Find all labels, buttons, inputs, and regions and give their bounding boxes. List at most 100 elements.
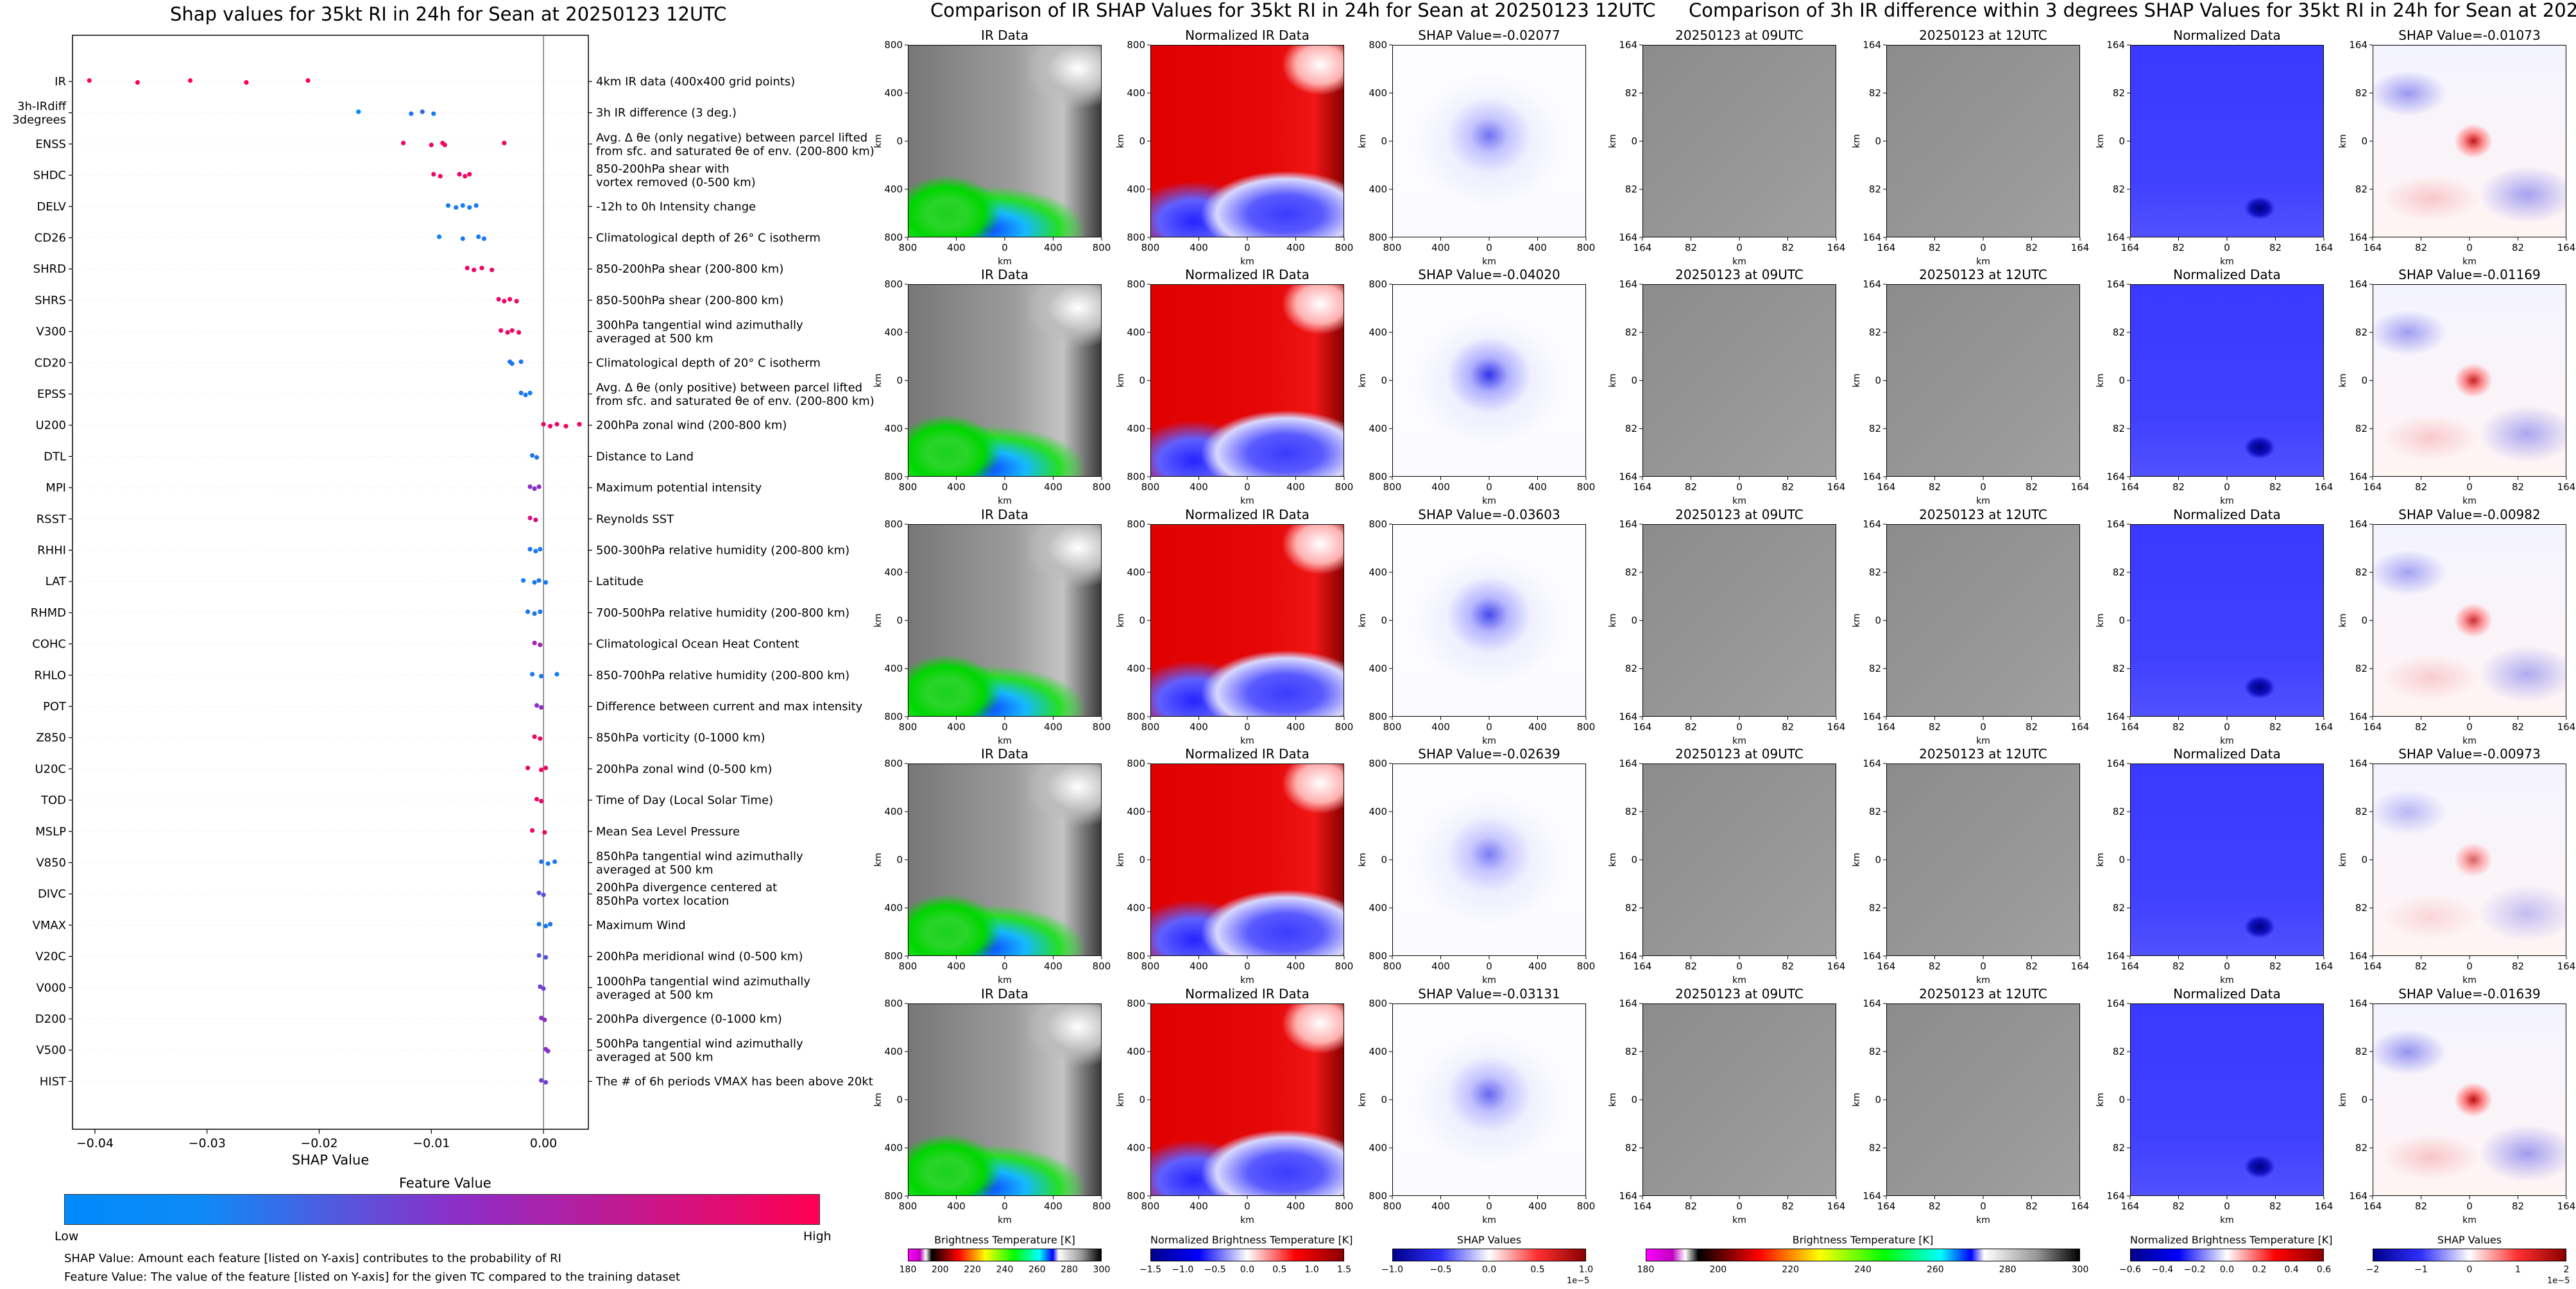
x-tick-label: 82 <box>1782 242 1794 253</box>
x-axis-label: km <box>1732 257 1746 267</box>
x-tick-label: 800 <box>1093 481 1111 493</box>
x-tick-label: 0 <box>1002 481 1008 493</box>
y-tick-label: 800 <box>1127 1190 1145 1202</box>
colorbar-tick-label: 220 <box>1782 1265 1800 1275</box>
x-tick-label: 800 <box>899 1200 917 1212</box>
feature-name-8: V300 <box>36 325 66 339</box>
y-tick-label: 82 <box>2355 806 2367 817</box>
panel-title: Normalized Data <box>2173 507 2281 522</box>
panel-title: Normalized IR Data <box>1185 746 1309 762</box>
heatmap-image <box>1150 45 1344 237</box>
x-tick-label: 0 <box>2224 721 2230 733</box>
irdiff-brightness-colorbar <box>1646 1249 2080 1261</box>
x-tick-label: 164 <box>1827 1200 1846 1212</box>
x-tick-label: 164 <box>2121 242 2140 253</box>
feature-name-20: POT <box>43 700 67 713</box>
y-tick-label: 400 <box>1369 806 1387 817</box>
ir-brightness-colorbar <box>908 1249 1102 1261</box>
heatmap-image <box>2373 1003 2566 1196</box>
feature-desc-18: Climatological Ocean Heat Content <box>596 638 799 651</box>
colorbar-tick-label: 1.0 <box>1578 1265 1594 1275</box>
y-axis-label: km <box>2095 1093 2106 1107</box>
colorbar-tick-label: 0 <box>2466 1265 2473 1275</box>
heatmap-image <box>1150 284 1344 477</box>
y-tick-label: 400 <box>884 184 903 195</box>
panel-axes: 164 82 0 82 164 km 164 82 0 82 164 km <box>1608 518 1845 746</box>
panel-axes: 800 400 0 400 800 km 800 400 0 400 800 km <box>1358 278 1595 506</box>
y-tick-label: 164 <box>1619 518 1637 530</box>
x-tick-label: 82 <box>2172 960 2185 972</box>
x-tick-label: 800 <box>1335 960 1354 972</box>
heatmap-image <box>1886 45 2080 237</box>
x-tick-label: 164 <box>1633 242 1652 253</box>
shap-point <box>305 78 311 83</box>
shap-point <box>532 486 537 491</box>
y-tick-label: 82 <box>1869 327 1881 338</box>
y-tick-label: 164 <box>2106 950 2125 962</box>
feature-name-2: ENSS <box>35 137 66 151</box>
panel-title: 20250123 at 12UTC <box>1919 986 2047 1002</box>
x-tick-label: 800 <box>1335 1200 1354 1212</box>
feature-desc-0: 4km IR data (400x400 grid points) <box>596 75 795 89</box>
colorbar-tick-label: −0.6 <box>2119 1265 2141 1275</box>
x-axis-label: km <box>1240 736 1254 746</box>
shap-point <box>541 422 546 427</box>
x-tick-label: 400 <box>1528 1200 1547 1212</box>
shap-point <box>465 266 470 271</box>
shap-point <box>532 611 537 617</box>
colorbar-tick-label: 2 <box>2563 1265 2570 1275</box>
y-tick-label: 164 <box>1619 1190 1637 1202</box>
y-tick-label: 800 <box>884 471 903 482</box>
panel-title: SHAP Value=-0.01169 <box>2398 267 2541 282</box>
feature-name-16: LAT <box>46 575 67 588</box>
shap-point <box>481 236 487 241</box>
y-tick-label: 82 <box>2355 1046 2367 1057</box>
shap-point <box>473 203 479 208</box>
y-axis-label: km <box>2338 853 2348 867</box>
shap-point <box>532 580 537 585</box>
shap-point <box>523 392 528 398</box>
y-tick-label: 800 <box>1369 518 1387 530</box>
y-axis-label: km <box>1358 373 1368 388</box>
shap-point <box>538 642 543 647</box>
x-axis-label: km <box>1482 736 1496 746</box>
shap-point <box>431 111 436 116</box>
x-axis-label: km <box>1240 257 1254 267</box>
x-tick-label: 800 <box>1141 1200 1160 1212</box>
y-tick-label: 0 <box>2119 854 2125 866</box>
shap-point <box>445 203 451 208</box>
feature-desc-19: 850-700hPa relative humidity (200-800 km… <box>596 669 849 682</box>
heatmap-image <box>1150 764 1344 956</box>
y-tick-label: 400 <box>884 327 903 338</box>
shap-point <box>527 547 533 552</box>
x-tick-label: 800 <box>899 481 917 493</box>
y-tick-label: 800 <box>884 1190 903 1202</box>
shap-point <box>438 174 443 179</box>
irdiff-shap-colorbar-label: SHAP Values <box>2437 1234 2502 1246</box>
shap-point <box>356 109 361 114</box>
shap-point <box>454 205 459 210</box>
feature-name-25: V850 <box>36 857 66 870</box>
heatmap-image <box>2130 45 2324 237</box>
y-axis-label: km <box>1358 134 1368 148</box>
x-tick-label: 82 <box>2026 242 2038 253</box>
feature-name-7: SHRS <box>35 294 66 307</box>
feature-name-26: DIVC <box>38 887 66 901</box>
x-tick-label: 164 <box>1877 721 1896 733</box>
x-tick-label: 400 <box>947 721 966 733</box>
x-tick-label: 400 <box>947 481 966 493</box>
x-tick-label: 164 <box>1633 481 1652 493</box>
y-tick-label: 164 <box>1863 471 1881 482</box>
y-tick-label: 82 <box>1869 87 1881 99</box>
y-tick-label: 400 <box>1369 567 1387 578</box>
x-axis-label: km <box>2220 496 2234 506</box>
feature-desc-6: 850-200hPa shear (200-800 km) <box>596 262 783 276</box>
feature-name-32: HIST <box>40 1075 67 1088</box>
shap-point <box>532 640 537 645</box>
x-tick-label: 164 <box>2364 721 2382 733</box>
shap-point <box>554 672 559 677</box>
panel-title: 20250123 at 12UTC <box>1919 267 2047 282</box>
feature-name-31: V500 <box>36 1044 66 1057</box>
y-tick-label: 164 <box>1619 950 1637 962</box>
colorbar-tick-label: 240 <box>996 1265 1014 1275</box>
